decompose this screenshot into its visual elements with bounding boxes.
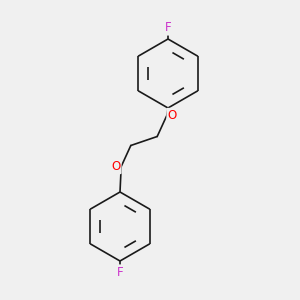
Text: F: F <box>165 21 171 34</box>
Text: F: F <box>117 266 123 279</box>
Text: O: O <box>168 109 177 122</box>
Text: O: O <box>111 160 120 173</box>
